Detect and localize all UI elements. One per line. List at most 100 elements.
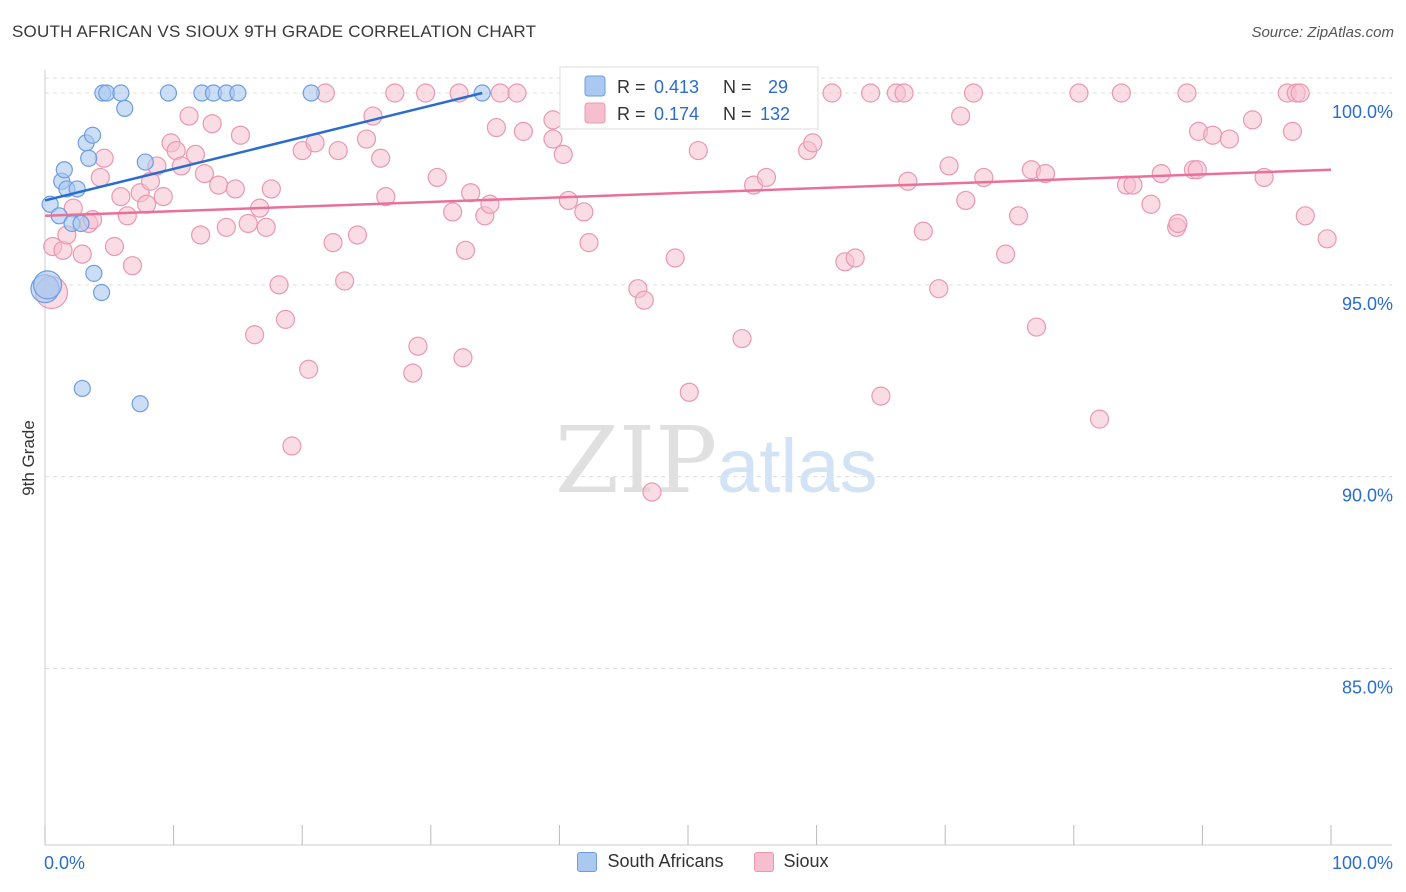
- sioux-point: [356, 129, 377, 149]
- sioux-point: [756, 167, 777, 188]
- sioux-point: [688, 140, 708, 161]
- sioux-point: [1151, 163, 1171, 184]
- sioux-point: [913, 221, 933, 241]
- sioux-point: [427, 167, 447, 188]
- sioux-swatch: [753, 851, 774, 872]
- south-african-point: [85, 264, 103, 282]
- y-axis-title: 9th Grade: [19, 420, 38, 496]
- correlation-legend: R = 0.413 N = 29 R = 0.174 N = 132: [559, 66, 819, 130]
- sioux-point: [104, 236, 125, 257]
- sioux-point: [230, 125, 251, 145]
- sioux-point: [1123, 175, 1143, 195]
- sioux-point: [1282, 121, 1303, 141]
- axis-labels: 100.0% 95.0% 90.0% 85.0% 0.0% 100.0% 9th Grade: [19, 102, 1393, 873]
- sioux-point: [455, 240, 476, 260]
- sioux-point: [861, 83, 881, 103]
- sioux-point: [974, 167, 994, 188]
- sioux-point: [951, 106, 971, 126]
- sioux-point: [194, 163, 215, 184]
- legend-n-value-1: 29: [768, 77, 788, 97]
- sioux-point: [371, 148, 391, 168]
- sioux-point: [385, 83, 405, 103]
- sioux-point: [335, 271, 355, 291]
- sioux-point: [323, 233, 343, 253]
- sioux-point: [894, 83, 914, 103]
- sioux-point: [1111, 83, 1131, 103]
- sioux-point: [513, 121, 533, 141]
- sioux-point: [261, 179, 281, 199]
- sioux-point: [732, 328, 752, 349]
- sioux-point: [486, 117, 506, 138]
- south-african-point: [55, 161, 73, 179]
- sioux-point: [956, 190, 976, 211]
- sioux-point: [642, 482, 662, 502]
- sioux-point: [1035, 163, 1056, 184]
- sioux-point: [543, 129, 563, 149]
- sioux-point: [634, 290, 654, 310]
- sioux-point: [72, 244, 92, 264]
- sioux-point: [871, 386, 891, 406]
- sioux-point: [461, 183, 481, 203]
- south-africans-label: South Africans: [607, 851, 724, 871]
- sioux-point: [111, 187, 131, 207]
- south-african-point: [116, 99, 134, 117]
- sioux-point: [803, 133, 823, 153]
- sioux-point: [822, 83, 842, 103]
- legend-r-label-1: R =: [617, 77, 646, 97]
- sioux-point: [153, 187, 173, 207]
- sioux-point: [245, 325, 265, 345]
- sioux-point: [845, 248, 865, 268]
- sioux-point: [179, 106, 199, 126]
- sioux-point: [328, 140, 348, 161]
- sioux-point: [1069, 83, 1089, 103]
- sioux-point: [1203, 125, 1223, 145]
- sioux-point: [963, 83, 984, 103]
- sioux-point: [376, 187, 396, 207]
- south-african-point: [92, 283, 111, 302]
- sioux-trend-line: [44, 168, 1332, 218]
- sioux-point: [191, 225, 211, 245]
- sioux-point: [996, 244, 1016, 264]
- sioux-point: [507, 83, 527, 103]
- sioux-point: [1089, 409, 1110, 429]
- sioux-point: [122, 256, 143, 276]
- legend-item-south-africans[interactable]: South Africans: [577, 851, 724, 872]
- legend-n-value-2: 132: [760, 104, 790, 124]
- sioux-point: [558, 190, 579, 211]
- sioux-point: [202, 114, 222, 134]
- x-tick-label-end: 100.0%: [1332, 853, 1393, 873]
- south-african-point: [80, 149, 98, 167]
- sioux-point: [574, 202, 594, 222]
- south-african-point: [73, 379, 91, 398]
- sioux-point: [1295, 206, 1315, 226]
- sioux-point: [929, 279, 949, 299]
- watermark: ZIP atlas: [555, 407, 878, 514]
- south-african-point: [229, 84, 247, 102]
- y-tick-label: 95.0%: [1342, 294, 1393, 314]
- sioux-point: [216, 217, 236, 237]
- south-african-trend-line: [44, 91, 483, 202]
- legend-r-value-1: 0.413: [654, 77, 699, 97]
- bottom-legend: South Africans Sioux: [0, 851, 1406, 872]
- sioux-point: [117, 206, 137, 226]
- sioux-point: [490, 83, 510, 103]
- sioux-point: [939, 156, 959, 176]
- south-africans-swatch: [577, 851, 598, 872]
- sioux-point: [1026, 317, 1047, 337]
- sioux-label: Sioux: [783, 851, 829, 871]
- sioux-point: [299, 359, 319, 379]
- legend-item-sioux[interactable]: Sioux: [753, 851, 829, 872]
- chart-title: SOUTH AFRICAN VS SIOUX 9TH GRADE CORRELA…: [12, 22, 537, 41]
- sioux-point: [665, 248, 685, 268]
- legend-n-label-1: N =: [723, 77, 752, 97]
- sioux-point: [403, 363, 423, 383]
- south-african-point: [112, 84, 130, 102]
- sioux-point: [136, 194, 157, 214]
- sioux-point: [1242, 110, 1263, 130]
- watermark-atlas: atlas: [717, 424, 878, 509]
- sioux-point: [1219, 129, 1240, 149]
- sioux-point: [347, 225, 368, 245]
- sioux-point: [256, 217, 276, 237]
- sioux-point: [1187, 160, 1207, 180]
